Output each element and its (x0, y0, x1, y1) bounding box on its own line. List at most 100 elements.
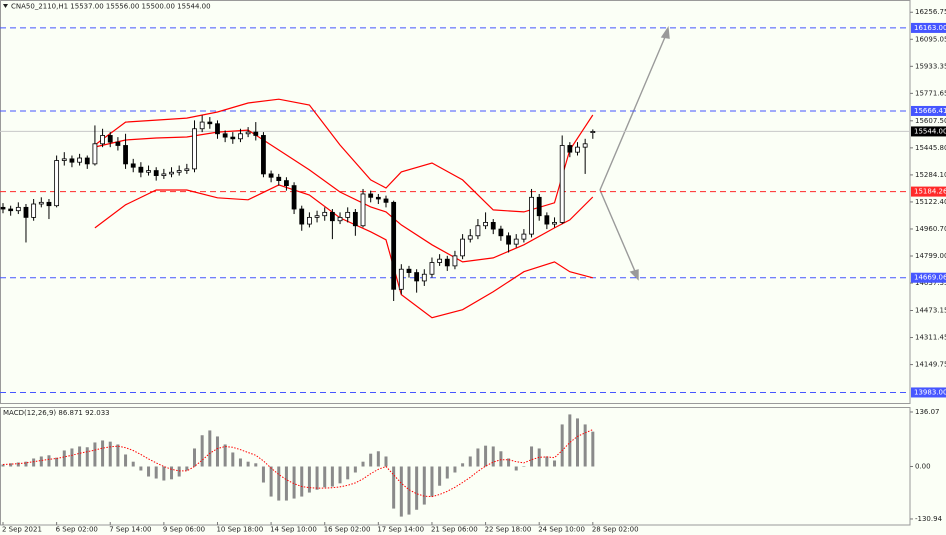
candle-body (521, 233, 527, 240)
macd-bar (514, 466, 518, 471)
macd-bar (108, 441, 112, 467)
macd-bar (369, 453, 373, 467)
macd-bar (338, 466, 342, 484)
macd-bar (215, 436, 219, 467)
candle-body (375, 196, 381, 200)
candle-body (61, 158, 67, 161)
y-tick-label: 15771.65 (915, 89, 946, 97)
macd-bar (85, 447, 89, 467)
macd-bar (422, 466, 426, 505)
macd-bar (545, 456, 549, 467)
candle-body (322, 211, 328, 217)
macd-bar (24, 461, 28, 467)
macd-bar (185, 466, 189, 471)
macd-bar (32, 458, 36, 467)
macd-bar (284, 466, 288, 501)
candle-body (146, 170, 151, 173)
y-tick-label: 14473.15 (915, 307, 946, 315)
macd-bar (162, 466, 166, 481)
candle-body (284, 180, 289, 187)
y-tick-label: 16256.75 (915, 8, 946, 16)
candle-body (391, 201, 397, 290)
level-label-box (911, 22, 946, 33)
macd-bar (101, 440, 105, 467)
level-label: 16163.00 (914, 24, 946, 32)
macd-bar (392, 466, 396, 509)
level-label-box (911, 186, 946, 197)
macd-bar (116, 444, 120, 467)
x-tick-label: 24 Sep 10:00 (538, 526, 585, 534)
macd-bar (560, 424, 564, 467)
candle-body (444, 258, 450, 267)
macd-bar (16, 462, 20, 467)
menu-triangle (3, 4, 8, 8)
candle-body (513, 238, 519, 245)
macd-bar (154, 466, 158, 479)
candle-body (506, 235, 511, 245)
projection-arrows (599, 25, 670, 281)
candle-body (46, 201, 52, 207)
macd-bar (200, 435, 204, 467)
macd-bar (430, 466, 434, 497)
candle-body (414, 272, 420, 282)
candle-body (314, 215, 320, 218)
macd-bar (407, 466, 411, 515)
candle-body (222, 133, 228, 138)
x-tick-label: 9 Sep 06:00 (163, 526, 205, 534)
x-tick-label: 16 Sep 02:00 (324, 526, 371, 534)
candle-body (69, 158, 75, 163)
macd-bar (246, 461, 250, 467)
macd-bar (223, 444, 227, 467)
x-tick-label: 14 Sep 10:00 (270, 526, 317, 534)
candle-body (84, 157, 90, 165)
macd-bar (62, 450, 66, 467)
level-label-box (911, 387, 946, 398)
macd-bar (537, 448, 541, 467)
macd-bar (147, 466, 151, 477)
macd-bar (307, 466, 311, 493)
candle-body (276, 176, 282, 181)
candle-body (176, 170, 182, 173)
candle-body (490, 222, 496, 230)
band-line (94, 98, 594, 213)
macd-bar (522, 466, 526, 467)
macd-bar (553, 460, 557, 467)
y-tick-label: 15445.80 (915, 144, 946, 152)
candle-body (245, 131, 251, 135)
candle-body (31, 203, 37, 218)
candle-body (230, 136, 236, 140)
candle-body (54, 160, 60, 207)
candle-body (207, 121, 213, 125)
candle-body (360, 193, 366, 227)
candle-body (559, 145, 565, 223)
macd-bar (70, 448, 74, 467)
macd-bar (1, 464, 5, 467)
macd-bar (438, 466, 442, 486)
x-tick-label: 10 Sep 18:00 (216, 526, 263, 534)
level-label-box (911, 272, 946, 283)
band-line (94, 184, 593, 319)
macd-bar (568, 414, 572, 467)
level-label-box (911, 126, 946, 137)
level-label: 15666.41 (914, 107, 946, 115)
macd-bar (55, 457, 59, 467)
candle-body (138, 166, 144, 173)
y-tick-label: 15284.10 (915, 171, 946, 179)
macd-bar (346, 466, 350, 480)
candle-body (8, 208, 14, 212)
macd-bar (384, 456, 388, 467)
macd-bar (131, 461, 135, 467)
candle-body (452, 255, 458, 267)
level-label: 15184.26 (914, 188, 946, 196)
candle-body (107, 135, 113, 143)
macd-bar (499, 451, 503, 467)
macd-bar (277, 466, 281, 501)
macd-bar (484, 445, 488, 467)
candle-body (590, 131, 596, 134)
macd-bar (139, 466, 143, 471)
y-tick-label: 14799.00 (915, 252, 946, 260)
macd-bar (445, 466, 449, 479)
candle-body (536, 196, 542, 217)
level-label-box (911, 105, 946, 116)
